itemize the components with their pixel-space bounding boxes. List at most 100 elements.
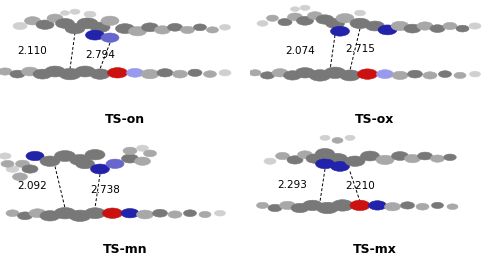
Circle shape bbox=[136, 145, 148, 151]
Circle shape bbox=[144, 150, 156, 157]
Circle shape bbox=[123, 147, 137, 154]
Circle shape bbox=[136, 210, 154, 219]
Circle shape bbox=[295, 68, 315, 78]
Circle shape bbox=[332, 200, 353, 211]
Text: 2.738: 2.738 bbox=[90, 185, 120, 195]
Circle shape bbox=[340, 70, 360, 81]
Circle shape bbox=[6, 210, 19, 217]
Circle shape bbox=[266, 15, 278, 21]
Circle shape bbox=[447, 204, 458, 210]
Circle shape bbox=[417, 22, 433, 30]
Circle shape bbox=[70, 154, 90, 165]
Circle shape bbox=[121, 209, 139, 218]
Circle shape bbox=[469, 23, 481, 29]
Text: TS-mn: TS-mn bbox=[102, 243, 148, 256]
Circle shape bbox=[284, 71, 302, 80]
Circle shape bbox=[0, 68, 12, 75]
Circle shape bbox=[400, 202, 414, 209]
Circle shape bbox=[59, 68, 81, 80]
Circle shape bbox=[264, 158, 276, 164]
Circle shape bbox=[376, 70, 394, 79]
Circle shape bbox=[29, 209, 46, 218]
Circle shape bbox=[291, 203, 309, 213]
Text: 2.110: 2.110 bbox=[18, 46, 48, 56]
Text: 2.092: 2.092 bbox=[18, 181, 48, 191]
Circle shape bbox=[444, 154, 456, 160]
Circle shape bbox=[358, 69, 378, 79]
Text: 2.715: 2.715 bbox=[345, 44, 375, 54]
Circle shape bbox=[392, 71, 408, 80]
Circle shape bbox=[122, 154, 138, 163]
Circle shape bbox=[168, 23, 182, 31]
Circle shape bbox=[142, 23, 158, 32]
Circle shape bbox=[350, 200, 370, 211]
Circle shape bbox=[13, 22, 27, 30]
Circle shape bbox=[404, 24, 421, 33]
Circle shape bbox=[10, 70, 25, 78]
Text: TS-on: TS-on bbox=[105, 113, 145, 126]
Circle shape bbox=[376, 155, 394, 165]
Circle shape bbox=[423, 72, 437, 79]
Circle shape bbox=[272, 69, 288, 77]
Text: 2.074: 2.074 bbox=[285, 46, 315, 56]
Circle shape bbox=[128, 27, 146, 36]
Circle shape bbox=[350, 18, 370, 29]
Text: 2.293: 2.293 bbox=[278, 180, 308, 190]
Circle shape bbox=[101, 33, 119, 42]
Circle shape bbox=[260, 72, 274, 79]
Circle shape bbox=[152, 209, 168, 217]
Circle shape bbox=[256, 202, 268, 209]
Circle shape bbox=[316, 202, 338, 214]
Circle shape bbox=[316, 15, 334, 24]
Circle shape bbox=[328, 153, 347, 164]
Circle shape bbox=[84, 11, 96, 17]
Circle shape bbox=[300, 5, 310, 10]
Circle shape bbox=[278, 18, 292, 26]
Circle shape bbox=[438, 71, 452, 77]
Circle shape bbox=[86, 30, 104, 40]
Circle shape bbox=[330, 26, 349, 36]
Circle shape bbox=[33, 69, 52, 79]
Circle shape bbox=[432, 202, 444, 209]
Circle shape bbox=[90, 22, 110, 32]
Circle shape bbox=[40, 156, 60, 166]
Circle shape bbox=[90, 69, 110, 79]
Circle shape bbox=[16, 160, 30, 167]
Circle shape bbox=[326, 18, 344, 28]
Circle shape bbox=[330, 161, 349, 171]
Circle shape bbox=[22, 67, 38, 76]
Circle shape bbox=[302, 200, 322, 211]
Circle shape bbox=[12, 173, 28, 181]
Circle shape bbox=[470, 71, 480, 77]
Circle shape bbox=[366, 21, 384, 31]
Circle shape bbox=[168, 211, 182, 218]
Circle shape bbox=[180, 26, 194, 34]
Circle shape bbox=[18, 212, 32, 220]
Circle shape bbox=[188, 69, 202, 76]
Circle shape bbox=[249, 70, 261, 76]
Circle shape bbox=[287, 156, 303, 164]
Circle shape bbox=[24, 17, 40, 25]
Circle shape bbox=[36, 20, 54, 29]
Circle shape bbox=[296, 16, 314, 25]
Circle shape bbox=[106, 159, 124, 168]
Circle shape bbox=[306, 154, 324, 163]
Circle shape bbox=[65, 23, 85, 34]
Circle shape bbox=[22, 165, 38, 173]
Circle shape bbox=[204, 71, 216, 77]
Circle shape bbox=[416, 203, 429, 210]
Circle shape bbox=[430, 155, 444, 162]
Circle shape bbox=[316, 159, 334, 169]
Circle shape bbox=[54, 207, 76, 219]
Circle shape bbox=[392, 152, 408, 160]
Circle shape bbox=[324, 67, 346, 79]
Circle shape bbox=[336, 14, 354, 23]
Circle shape bbox=[101, 16, 119, 25]
Circle shape bbox=[276, 152, 289, 160]
Circle shape bbox=[54, 151, 76, 161]
Circle shape bbox=[332, 138, 343, 143]
Circle shape bbox=[220, 24, 230, 30]
Circle shape bbox=[360, 151, 380, 161]
Circle shape bbox=[206, 27, 218, 33]
Circle shape bbox=[345, 135, 355, 140]
